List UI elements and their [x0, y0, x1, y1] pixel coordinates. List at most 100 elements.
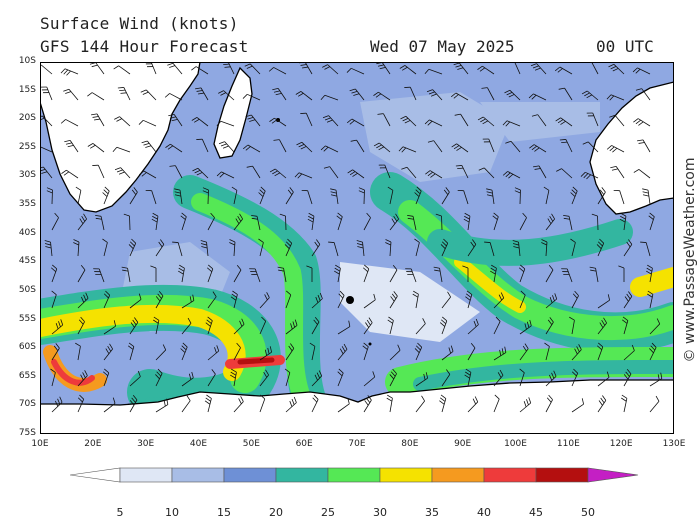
barb-feather: [464, 374, 470, 379]
barb-feather: [599, 189, 605, 195]
barb-feather: [391, 293, 397, 299]
barb-shaft: [129, 322, 139, 335]
barb-feather: [647, 264, 653, 269]
barb-feather: [160, 239, 165, 245]
barb-shaft: [181, 377, 194, 387]
barb-feather: [597, 241, 603, 247]
barb-feather: [143, 142, 150, 146]
barb-shaft: [206, 242, 209, 257]
barb-feather: [481, 87, 488, 89]
barb-feather: [465, 296, 471, 301]
barb-feather: [133, 187, 138, 193]
barb-shaft: [536, 63, 547, 75]
barb-shaft: [483, 167, 495, 179]
barb-feather: [73, 239, 80, 243]
barb-feather: [249, 119, 256, 122]
barb-feather: [138, 120, 144, 125]
barb-feather: [113, 65, 119, 70]
barb-feather: [323, 166, 330, 169]
barb-feather: [84, 370, 88, 376]
barb-feather: [294, 319, 298, 326]
barb-feather: [335, 264, 341, 269]
barb-feather: [618, 265, 625, 269]
barb-feather: [389, 374, 395, 380]
barb-feather: [349, 171, 356, 176]
barb-shaft: [181, 300, 195, 309]
barb-shaft: [116, 146, 131, 153]
barb-feather: [441, 241, 447, 247]
barb-shaft: [389, 398, 393, 413]
barb-feather: [428, 91, 435, 95]
barb-feather: [224, 66, 231, 68]
barb-feather: [77, 397, 83, 403]
barb-shaft: [50, 242, 53, 257]
barb-feather: [55, 323, 59, 329]
barb-feather: [73, 242, 79, 246]
barb-shaft: [155, 244, 165, 257]
map-title: Surface Wind (knots): [40, 14, 239, 33]
barb-feather: [218, 90, 224, 94]
barb-shaft: [249, 63, 261, 75]
barb-feather: [477, 65, 483, 70]
scale-swatch: [275, 467, 329, 483]
barb-feather: [642, 191, 649, 194]
wind-map[interactable]: [40, 62, 674, 434]
scale-label: 50: [581, 506, 595, 519]
barb-feather: [586, 94, 593, 99]
barb-feather: [430, 173, 436, 178]
barb-shaft: [410, 268, 417, 283]
barb-shaft: [145, 89, 157, 101]
barb-shaft: [591, 62, 599, 75]
barb-feather: [316, 239, 321, 245]
barb-feather: [407, 217, 414, 220]
barb-feather: [407, 214, 414, 217]
barb-shaft: [77, 399, 85, 413]
barb-feather: [46, 190, 53, 194]
barb-feather: [635, 119, 641, 125]
barb-feather: [448, 347, 452, 354]
barb-feather: [346, 68, 352, 73]
barb-shaft: [415, 294, 419, 309]
barb-feather: [563, 214, 570, 217]
barb-feather: [362, 345, 368, 350]
barb-feather: [83, 213, 87, 220]
scale-label: 45: [529, 506, 543, 519]
barb-feather: [87, 92, 93, 97]
barb-feather: [242, 144, 249, 150]
barb-shaft: [613, 63, 625, 75]
barb-feather: [518, 267, 525, 272]
barb-shaft: [597, 400, 607, 413]
barb-feather: [356, 240, 363, 243]
barb-shaft: [147, 140, 157, 153]
barb-feather: [153, 319, 159, 324]
barb-feather: [191, 371, 194, 378]
barb-feather: [132, 394, 138, 401]
barb-feather: [313, 394, 319, 400]
barb-shaft: [355, 88, 365, 101]
barb-feather: [622, 316, 629, 321]
barb-shaft: [220, 120, 235, 127]
barb-feather: [655, 395, 660, 402]
barb-feather: [494, 394, 500, 400]
barb-feather: [259, 189, 265, 195]
barb-feather: [50, 267, 57, 272]
barb-feather: [202, 187, 209, 191]
barb-shaft: [181, 400, 191, 413]
barb-feather: [165, 143, 171, 148]
barb-feather: [412, 293, 419, 298]
barb-feather: [89, 144, 96, 149]
barb-feather: [606, 145, 612, 150]
barb-shaft: [571, 403, 584, 413]
barb-feather: [129, 400, 135, 406]
barb-shaft: [362, 242, 365, 257]
barb-feather: [300, 146, 307, 150]
barb-feather: [60, 319, 64, 326]
barb-feather: [414, 238, 420, 243]
barb-shaft: [277, 88, 287, 101]
barb-feather: [606, 371, 610, 378]
wind-blob: [340, 262, 480, 342]
barb-feather: [570, 238, 576, 243]
barb-shaft: [610, 94, 625, 101]
barb-feather: [505, 172, 511, 178]
barb-feather: [621, 319, 628, 324]
